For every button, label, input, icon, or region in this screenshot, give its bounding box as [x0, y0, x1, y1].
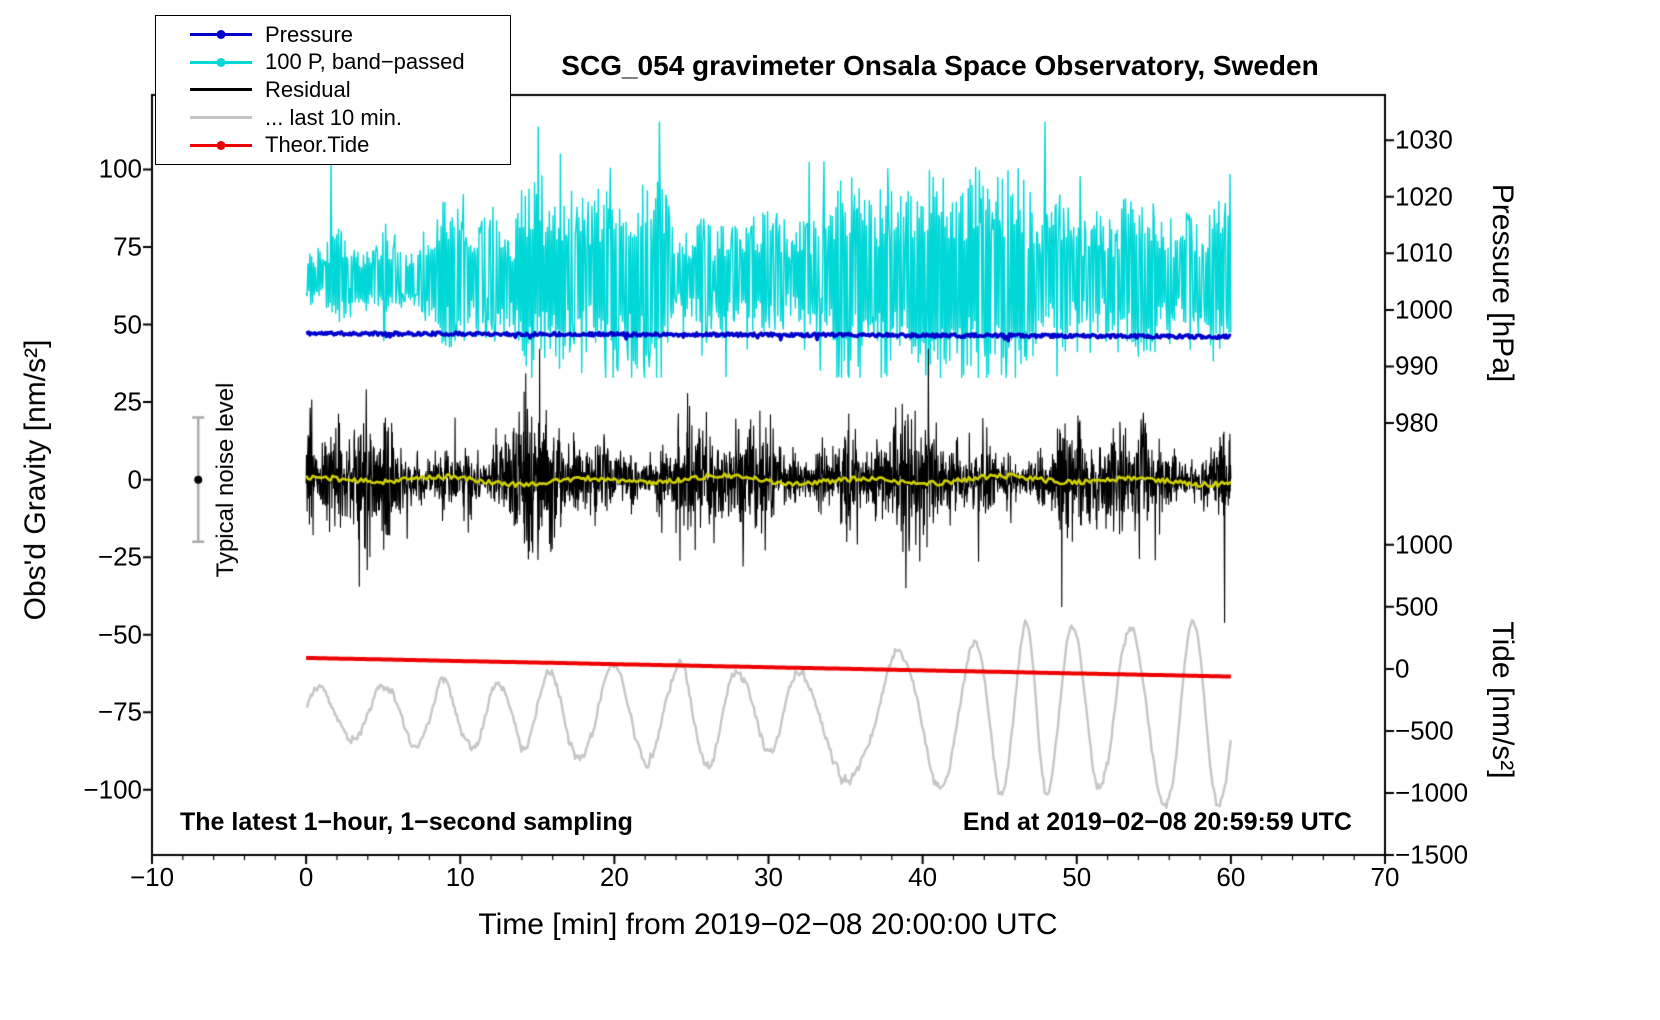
gravity-tick-label: −100 — [83, 774, 142, 805]
legend-item-pressure: Pressure — [156, 22, 510, 48]
theor-tide-line-sample — [190, 140, 252, 150]
gravity-tick-label: 75 — [113, 231, 142, 262]
last10-line-sample — [190, 116, 252, 120]
left-axis-label: Obs'd Gravity [nm/s²] — [19, 339, 52, 621]
tide-tick-label: 500 — [1395, 591, 1439, 622]
x-tick-label: 50 — [1062, 862, 1092, 892]
residual-line-sample — [190, 88, 252, 92]
pressure-tick-label: 1000 — [1395, 294, 1453, 325]
x-tick-label: 40 — [908, 862, 938, 892]
gravity-tick-label: −25 — [97, 541, 142, 572]
tide-tick-label: −1500 — [1395, 839, 1469, 870]
pressure-marker-dot — [216, 30, 226, 40]
legend-item-last10: ... last 10 min. — [156, 105, 510, 131]
bandpassed-marker-dot — [216, 57, 226, 67]
gravity-tick-label: −75 — [97, 696, 142, 727]
pressure-tick-label: 1030 — [1395, 124, 1453, 155]
legend-item-label: 100 P, band−passed — [265, 49, 465, 75]
x-tick-label: 60 — [1216, 862, 1246, 892]
bandpassed-line-sample — [190, 57, 252, 67]
gravity-tick-label: 25 — [113, 386, 142, 417]
page-title: SCG_054 gravimeter Onsala Space Observat… — [561, 50, 1319, 81]
pressure-tick-label: 1020 — [1395, 181, 1453, 212]
x-tick-label: 0 — [298, 862, 314, 892]
pressure-tick-label: 1010 — [1395, 237, 1453, 268]
tide-tick-label: −1000 — [1395, 777, 1469, 808]
x-tick-label: 20 — [599, 862, 629, 892]
legend-item-label: Theor.Tide — [265, 132, 370, 158]
legend: Pressure 100 P, band−passed Residual ...… — [155, 15, 511, 165]
tide-tick-label: 1000 — [1395, 529, 1453, 560]
gravity-tick-label: 50 — [113, 309, 142, 340]
legend-item-residual: Residual — [156, 77, 510, 103]
sampling-annotation: The latest 1−hour, 1−second sampling — [180, 808, 633, 836]
legend-item-bandpassed: 100 P, band−passed — [156, 49, 510, 75]
tide-tick-label: 0 — [1395, 653, 1410, 684]
x-tick-label: 70 — [1370, 862, 1400, 892]
end-time-annotation: End at 2019−02−08 20:59:59 UTC — [962, 808, 1352, 836]
x-axis-label: Time [min] from 2019−02−08 20:00:00 UTC — [478, 908, 1058, 941]
gravity-tick-label: 0 — [127, 464, 142, 495]
pressure-axis-label: Pressure [hPa] — [1486, 183, 1519, 383]
x-tick-label: −10 — [129, 862, 175, 892]
tide-axis-label: Tide [nm/s²] — [1486, 621, 1519, 779]
pressure-tick-label: 990 — [1395, 350, 1439, 381]
tide-tick-label: −500 — [1395, 715, 1454, 746]
legend-item-label: Residual — [265, 76, 351, 102]
x-tick-label: 10 — [445, 862, 475, 892]
pressure-tick-label: 980 — [1395, 407, 1439, 438]
legend-item-theor-tide: Theor.Tide — [156, 132, 510, 158]
gravity-tick-label: 100 — [98, 153, 142, 184]
x-tick-label: 30 — [754, 862, 783, 892]
legend-item-label: Pressure — [265, 21, 354, 47]
theor-tide-marker-dot — [216, 140, 226, 150]
noise-level-label: Typical noise level — [212, 382, 239, 578]
gravity-tick-label: −50 — [97, 619, 142, 650]
legend-item-label: ... last 10 min. — [265, 104, 402, 130]
pressure-line-sample — [190, 30, 252, 40]
